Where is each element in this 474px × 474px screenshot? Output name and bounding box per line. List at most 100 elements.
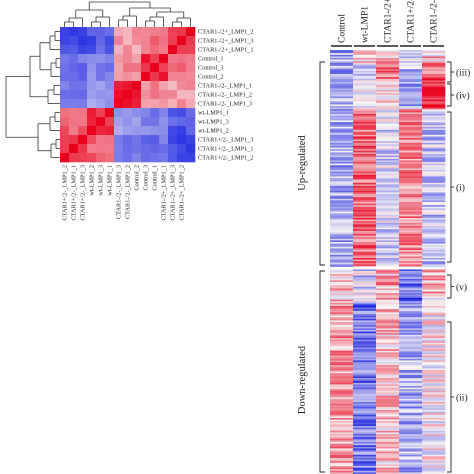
expr-cell	[376, 176, 400, 179]
expr-cell	[353, 397, 377, 400]
corr-cell	[132, 90, 142, 100]
expr-cell	[422, 395, 446, 398]
expr-cell	[353, 451, 377, 454]
expr-cell	[353, 270, 377, 273]
expr-cell	[353, 149, 377, 152]
expr-cell	[399, 58, 423, 60]
expr-cell	[399, 136, 423, 139]
expr-cell	[376, 331, 400, 334]
expr-cell	[353, 275, 377, 278]
expr-cell	[353, 350, 377, 353]
expr-cell	[399, 134, 423, 137]
expr-cell	[399, 370, 423, 372]
expr-cell	[399, 126, 423, 129]
cluster-label: (iv)	[456, 91, 470, 102]
expr-cell	[422, 294, 446, 297]
expr-cell	[376, 58, 400, 60]
expr-cell	[422, 78, 446, 81]
expr-cell	[399, 429, 423, 432]
expr-cell	[422, 232, 446, 235]
expr-cell	[330, 376, 354, 379]
corr-cell	[132, 135, 142, 145]
expr-cell	[399, 264, 423, 267]
expr-cell	[422, 411, 446, 414]
expr-cell	[353, 53, 377, 56]
expr-cell	[376, 245, 400, 248]
expr-cell	[399, 381, 423, 384]
expr-cell	[376, 53, 400, 56]
expr-cell	[353, 378, 377, 380]
expr-cell	[330, 61, 354, 64]
expr-cell	[330, 232, 354, 235]
expr-cell	[422, 414, 446, 417]
expr-column-label: wt-LMP1	[361, 6, 371, 43]
expr-cell	[353, 74, 377, 76]
corr-cell	[141, 135, 151, 145]
expr-cell	[376, 426, 400, 428]
expr-cell	[422, 258, 446, 260]
expr-cell	[399, 163, 423, 166]
expr-cell	[399, 294, 423, 297]
expr-cell	[422, 405, 446, 408]
expr-cell	[330, 195, 354, 198]
expr-cell	[330, 112, 354, 115]
expr-cell	[399, 443, 423, 446]
expr-cell	[422, 262, 446, 265]
expr-cell	[330, 53, 354, 56]
expr-cell	[353, 434, 377, 436]
expr-cell	[399, 331, 423, 334]
expr-cell	[422, 445, 446, 448]
expr-cell	[399, 258, 423, 260]
expr-cell	[376, 376, 400, 379]
expr-cell	[376, 405, 400, 408]
expr-cell	[399, 224, 423, 227]
expr-cell	[422, 86, 446, 89]
expr-cell	[376, 229, 400, 232]
expr-cell	[422, 365, 446, 368]
expr-cell	[353, 288, 377, 291]
expr-cell	[330, 264, 354, 267]
expr-cell	[399, 341, 423, 344]
expr-cell	[422, 302, 446, 305]
expr-cell	[376, 64, 400, 67]
expr-cell	[330, 392, 354, 395]
expr-cell	[399, 322, 423, 324]
expr-cell	[330, 410, 354, 412]
expr-cell	[422, 392, 446, 395]
expr-cell	[376, 181, 400, 184]
expr-cell	[422, 403, 446, 406]
expression-column-labels: Control wt-LMP1 CTAR1-/2+ CTAR1+/2- CTAR1-/2…	[338, 0, 440, 43]
expr-cell	[422, 358, 446, 361]
corr-cell	[96, 99, 106, 109]
corr-cell	[105, 36, 115, 46]
expr-cell	[422, 322, 446, 324]
expr-cell	[422, 386, 446, 388]
expr-cell	[330, 258, 354, 260]
expr-cell	[330, 408, 354, 411]
expr-cell	[353, 358, 377, 361]
expr-cell	[422, 384, 446, 387]
expr-cell	[422, 178, 446, 180]
expr-cell	[376, 325, 400, 328]
expr-cell	[399, 179, 423, 182]
corr-cell	[114, 63, 124, 73]
expr-cell	[353, 382, 377, 385]
corr-cell	[60, 126, 70, 136]
corr-cell	[105, 144, 115, 154]
expr-cell	[353, 186, 377, 188]
expr-cell	[422, 120, 446, 123]
expr-cell	[330, 414, 354, 417]
corr-cell	[123, 72, 133, 82]
expr-cell	[376, 67, 400, 70]
expr-cell	[422, 310, 446, 313]
corr-cell	[141, 126, 151, 136]
expr-cell	[422, 408, 446, 411]
corr-cell	[78, 126, 88, 136]
expr-cell	[422, 341, 446, 344]
expr-cell	[376, 379, 400, 382]
col-label: CTAR1-/2-_LMP1_2	[125, 165, 132, 219]
expr-cell	[376, 120, 400, 123]
expr-cell	[353, 266, 377, 268]
expr-cell	[330, 373, 354, 376]
expr-cell	[330, 70, 354, 73]
